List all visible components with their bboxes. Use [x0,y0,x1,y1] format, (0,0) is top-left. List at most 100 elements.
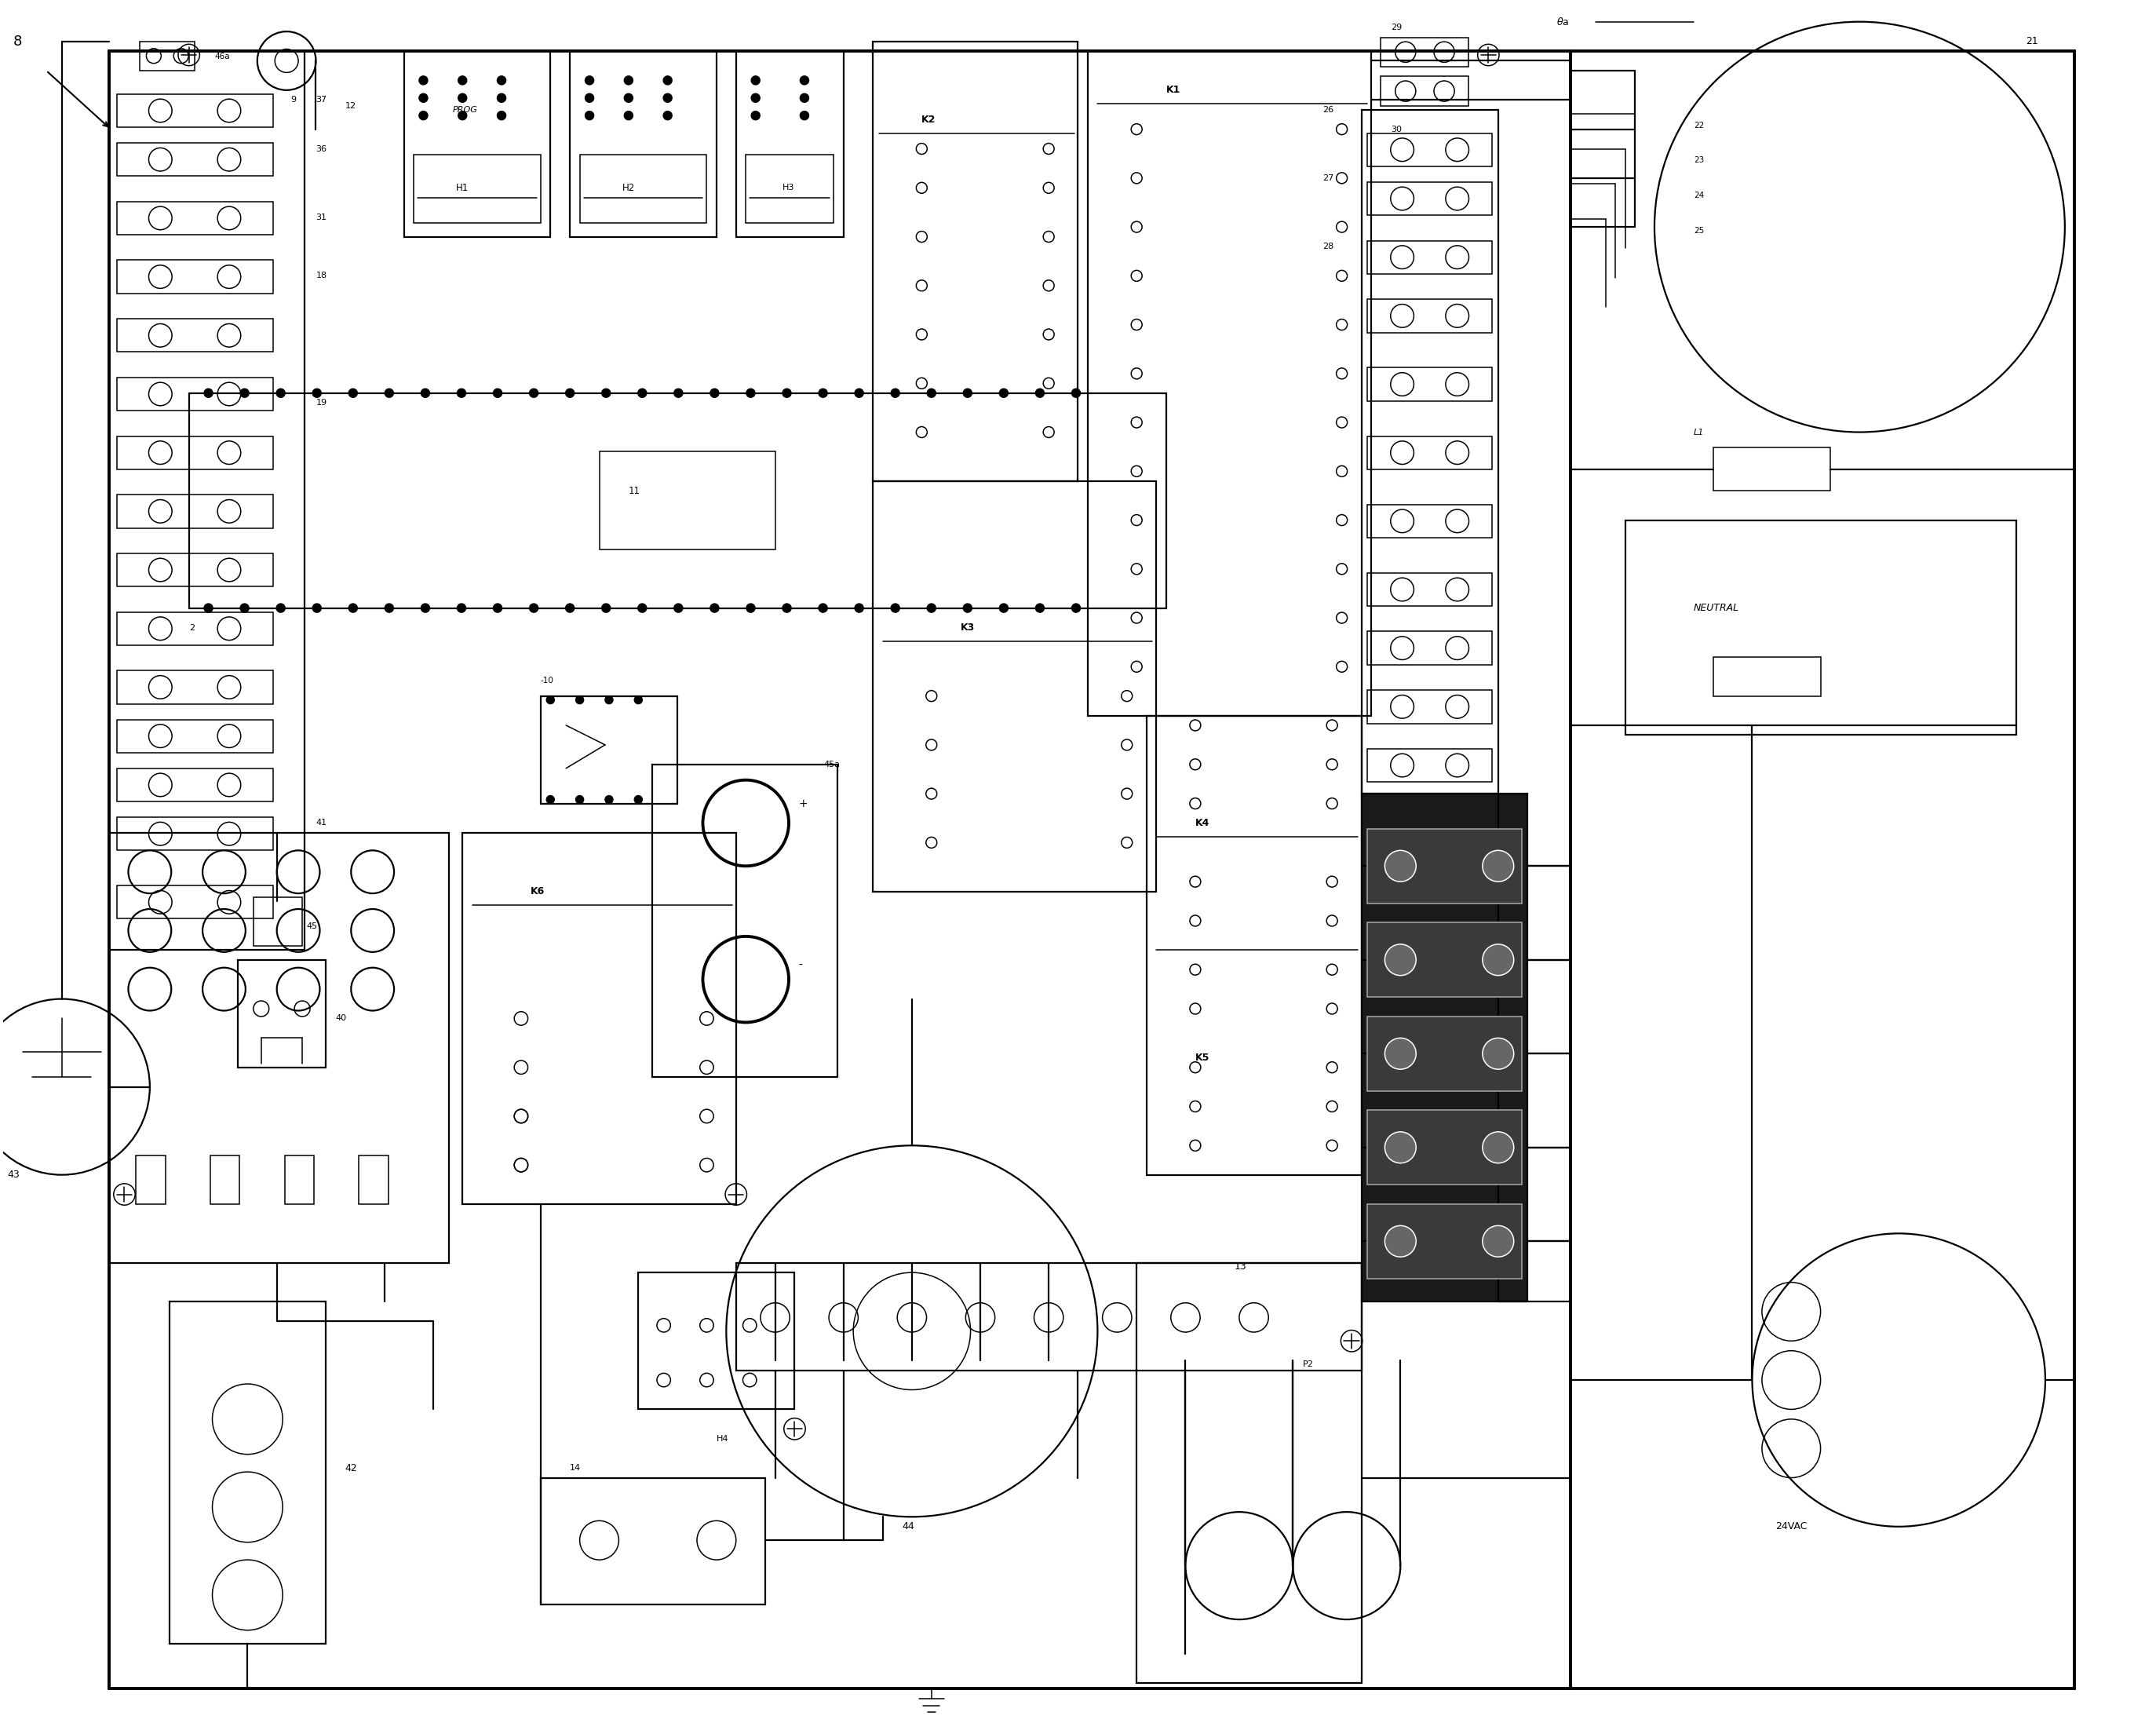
Circle shape [1483,1226,1514,1257]
Text: 25: 25 [1695,227,1703,234]
Bar [1367,572,1492,607]
Text: K1: K1 [1166,85,1179,95]
Circle shape [498,76,507,85]
Circle shape [750,94,759,102]
Circle shape [418,76,427,85]
Text: 45a: 45a [824,761,841,768]
Bar [108,832,448,1262]
Bar [414,154,541,224]
Bar [116,142,274,177]
Bar [1367,134,1492,166]
Text: 28: 28 [1322,243,1332,250]
Circle shape [854,388,862,397]
Bar [873,42,1078,480]
Bar [580,154,707,224]
Circle shape [1072,388,1080,397]
Text: 9: 9 [291,95,295,104]
Text: K3: K3 [962,623,975,633]
Bar [140,42,194,71]
Bar [1626,520,2016,735]
Bar [638,1273,796,1410]
Circle shape [313,388,321,397]
Bar [1367,368,1492,401]
Circle shape [459,76,466,85]
Circle shape [205,603,213,612]
Circle shape [664,111,673,120]
Bar [116,553,274,586]
Circle shape [819,603,828,612]
Circle shape [783,603,791,612]
Circle shape [1483,850,1514,881]
Bar [116,817,274,850]
Circle shape [459,111,466,120]
Bar [1367,1110,1522,1184]
Circle shape [498,111,507,120]
Bar [746,154,834,224]
Circle shape [313,603,321,612]
Text: H3: H3 [783,184,796,192]
Circle shape [276,388,285,397]
Circle shape [1072,603,1080,612]
Circle shape [584,94,593,102]
Bar [116,720,274,753]
Circle shape [927,388,936,397]
Circle shape [457,388,466,397]
Circle shape [638,603,647,612]
Bar [403,50,550,238]
Text: 43: 43 [6,1170,19,1179]
Circle shape [494,388,502,397]
Circle shape [606,695,612,704]
Circle shape [565,603,573,612]
Circle shape [634,695,642,704]
Bar [1380,38,1468,66]
Bar [1367,182,1492,215]
Circle shape [494,603,502,612]
Circle shape [418,111,427,120]
Circle shape [457,603,466,612]
Circle shape [746,603,755,612]
Circle shape [1384,945,1416,976]
Circle shape [964,388,972,397]
Bar [541,1477,765,1604]
Bar [1367,435,1492,470]
Circle shape [606,796,612,803]
Bar [116,612,274,645]
Circle shape [584,111,593,120]
Bar [1380,76,1468,106]
Text: 45: 45 [306,922,317,931]
Circle shape [800,111,808,120]
Text: 14: 14 [569,1463,580,1472]
Circle shape [625,94,634,102]
Text: L1: L1 [1695,428,1703,435]
Text: 18: 18 [317,272,328,279]
Text: H4: H4 [716,1434,729,1443]
Circle shape [545,796,554,803]
Circle shape [675,388,683,397]
Circle shape [800,94,808,102]
Bar [116,886,274,919]
Text: 8: 8 [13,35,22,49]
Circle shape [927,603,936,612]
Circle shape [625,111,634,120]
Text: 31: 31 [317,213,328,222]
Bar [651,765,839,1077]
Bar [1367,300,1492,333]
Text: H2: H2 [623,182,634,192]
Bar [190,394,1166,609]
Circle shape [420,388,429,397]
Circle shape [239,603,248,612]
Circle shape [545,695,554,704]
Circle shape [890,603,899,612]
Circle shape [1384,1226,1416,1257]
Bar [1367,631,1492,664]
Bar [541,695,677,803]
Text: 23: 23 [1695,156,1703,165]
Circle shape [276,603,285,612]
Bar [1570,50,2074,1689]
Text: 13: 13 [1235,1262,1246,1271]
Bar [569,50,716,238]
Circle shape [1384,850,1416,881]
Bar [1714,657,1820,695]
Text: 27: 27 [1322,173,1332,182]
Circle shape [746,388,755,397]
